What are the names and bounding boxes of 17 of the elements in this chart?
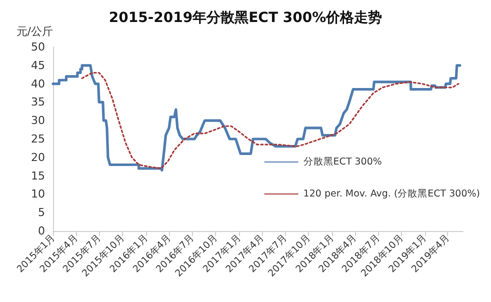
y-tick-label: 50: [31, 40, 45, 54]
legend-label: 120 per. Mov. Avg. (分散黑ECT 300%): [303, 188, 480, 200]
y-tick-label: 30: [31, 114, 45, 128]
y-tick-label: 35: [31, 96, 45, 109]
y-tick-label: 10: [31, 188, 45, 201]
legend-label: 分散黑ECT 300%: [303, 156, 382, 168]
chart-title: 2015-2019年分散黑ECT 300%价格走势: [108, 10, 382, 26]
line-series: [81, 72, 460, 170]
y-axis-title: 元/公斤: [16, 25, 53, 38]
y-tick-label: 15: [31, 169, 45, 182]
y-tick-label: 45: [31, 58, 45, 72]
y-tick-label: 5: [38, 206, 45, 220]
y-tick-label: 25: [31, 132, 45, 146]
y-tick-label: 0: [38, 224, 45, 238]
y-tick-label: 40: [31, 77, 45, 90]
y-tick-label: 20: [31, 150, 45, 164]
line-series: [52, 64, 462, 172]
